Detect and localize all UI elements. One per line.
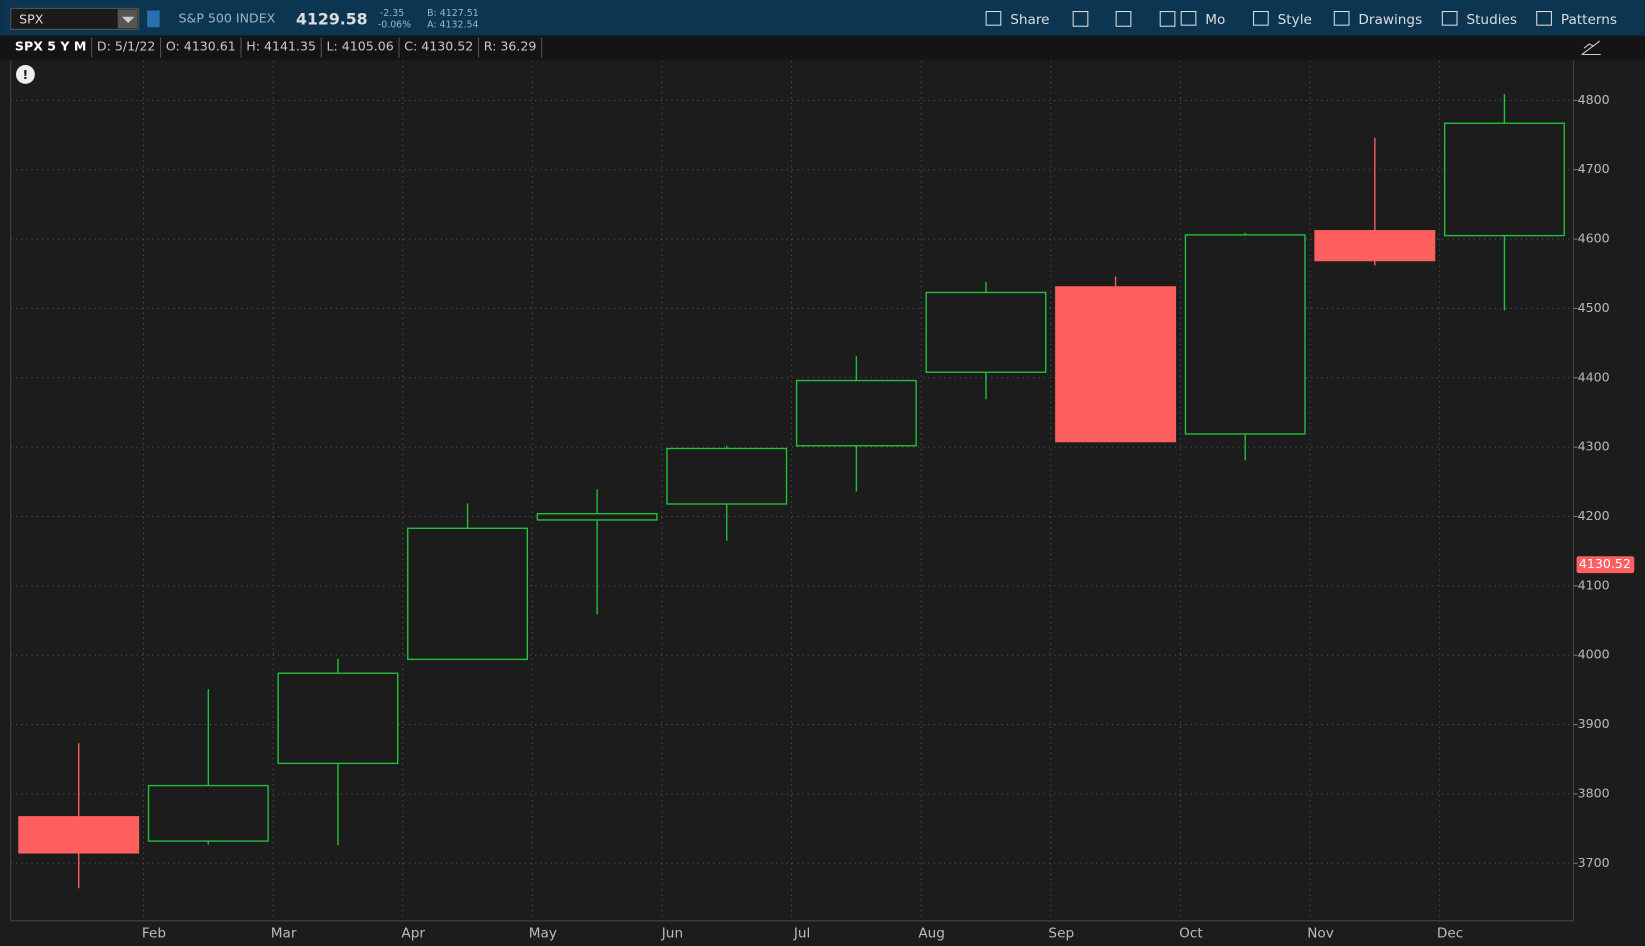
toolbar-icon[interactable]: [1441, 11, 1458, 26]
alert-icon[interactable]: [15, 65, 35, 84]
x-tick-label: Apr: [401, 925, 425, 941]
x-tick-label: Aug: [918, 925, 945, 941]
bid: B: 4127.51: [427, 8, 479, 19]
toolbar-button[interactable]: Studies: [1466, 12, 1517, 28]
candle-body: [795, 379, 917, 447]
y-tick-label: 4100: [1578, 577, 1610, 592]
candle-body: [1443, 122, 1565, 237]
x-tick-label: May: [529, 925, 557, 941]
candle-body: [277, 672, 399, 765]
expand-icon[interactable]: [1581, 40, 1601, 56]
info-item: SPX 5 Y M: [15, 39, 87, 54]
candle-body: [407, 527, 528, 661]
y-tick-label: 4200: [1578, 508, 1610, 523]
toolbar-icon[interactable]: [1072, 11, 1089, 27]
x-tick-label: Dec: [1437, 925, 1463, 941]
toolbar-icon[interactable]: [985, 11, 1002, 26]
symbol-box[interactable]: [10, 7, 140, 30]
candle-body: [1314, 230, 1436, 262]
toolbar-button[interactable]: Share: [1010, 12, 1049, 28]
y-tick-label: 4700: [1578, 161, 1610, 176]
x-tick-label: Jul: [793, 925, 810, 941]
toolbar-button[interactable]: Mo: [1205, 12, 1225, 28]
candle-body: [536, 513, 658, 521]
description: S&P 500 INDEX: [179, 10, 276, 25]
info-item: H: 4141.35: [246, 39, 316, 54]
candle-body: [1184, 234, 1306, 435]
candle-body: [666, 447, 788, 505]
candle-body: [925, 291, 1047, 373]
y-tick-label: 4500: [1578, 300, 1610, 315]
change: -2.35: [380, 8, 404, 19]
toolbar-icon[interactable]: [1536, 11, 1552, 26]
toolbar-button[interactable]: Style: [1278, 12, 1312, 28]
x-tick-label: Feb: [142, 925, 166, 941]
y-tick-label: 3800: [1578, 785, 1610, 800]
y-tick-label: 3900: [1578, 716, 1610, 731]
toolbar-icon[interactable]: [1159, 11, 1176, 27]
x-tick-label: Oct: [1179, 925, 1203, 941]
x-tick-label: Mar: [271, 925, 297, 941]
info-item: R: 36.29: [484, 39, 537, 54]
toolbar-icon[interactable]: [1115, 11, 1132, 27]
alert-glyph: !: [23, 67, 29, 82]
y-tick-label: 4400: [1578, 369, 1610, 384]
candle-body: [1055, 286, 1177, 443]
info-item: D: 5/1/22: [97, 39, 155, 54]
x-tick-label: Jun: [661, 925, 683, 941]
x-tick-label: Sep: [1048, 925, 1074, 941]
toolbar-icon[interactable]: [1180, 11, 1197, 26]
y-tick-label: 4800: [1578, 92, 1610, 107]
last-price-tag: [1576, 556, 1635, 574]
toolbar-icon[interactable]: [1253, 11, 1269, 26]
dropdown-arrow: [121, 16, 135, 24]
x-tick-label: Nov: [1307, 925, 1334, 941]
change-pct: -0.06%: [378, 20, 411, 31]
info-bar: [0, 35, 1645, 60]
toolbar-icon[interactable]: [1333, 11, 1350, 26]
last-price: 4129.58: [296, 9, 368, 28]
y-tick-label: 4600: [1578, 231, 1610, 246]
price-axis: [1573, 60, 1645, 921]
link-badge[interactable]: [147, 10, 160, 28]
symbol[interactable]: SPX: [19, 11, 44, 26]
header-bar: [0, 0, 1645, 36]
toolbar-button[interactable]: Drawings: [1358, 12, 1422, 28]
toolbar-button[interactable]: Patterns: [1561, 12, 1617, 28]
last-price-label: 4130.52: [1579, 556, 1631, 571]
y-tick-label: 3700: [1578, 855, 1610, 870]
info-item: O: 4130.61: [166, 39, 236, 54]
candle-body: [18, 816, 140, 854]
info-item: L: 4105.06: [326, 39, 393, 54]
ask: A: 4132.54: [427, 20, 478, 31]
info-item: C: 4130.52: [404, 39, 473, 54]
y-tick-label: 4000: [1578, 647, 1610, 662]
candle-body: [147, 784, 269, 842]
y-tick-label: 4300: [1578, 439, 1610, 454]
